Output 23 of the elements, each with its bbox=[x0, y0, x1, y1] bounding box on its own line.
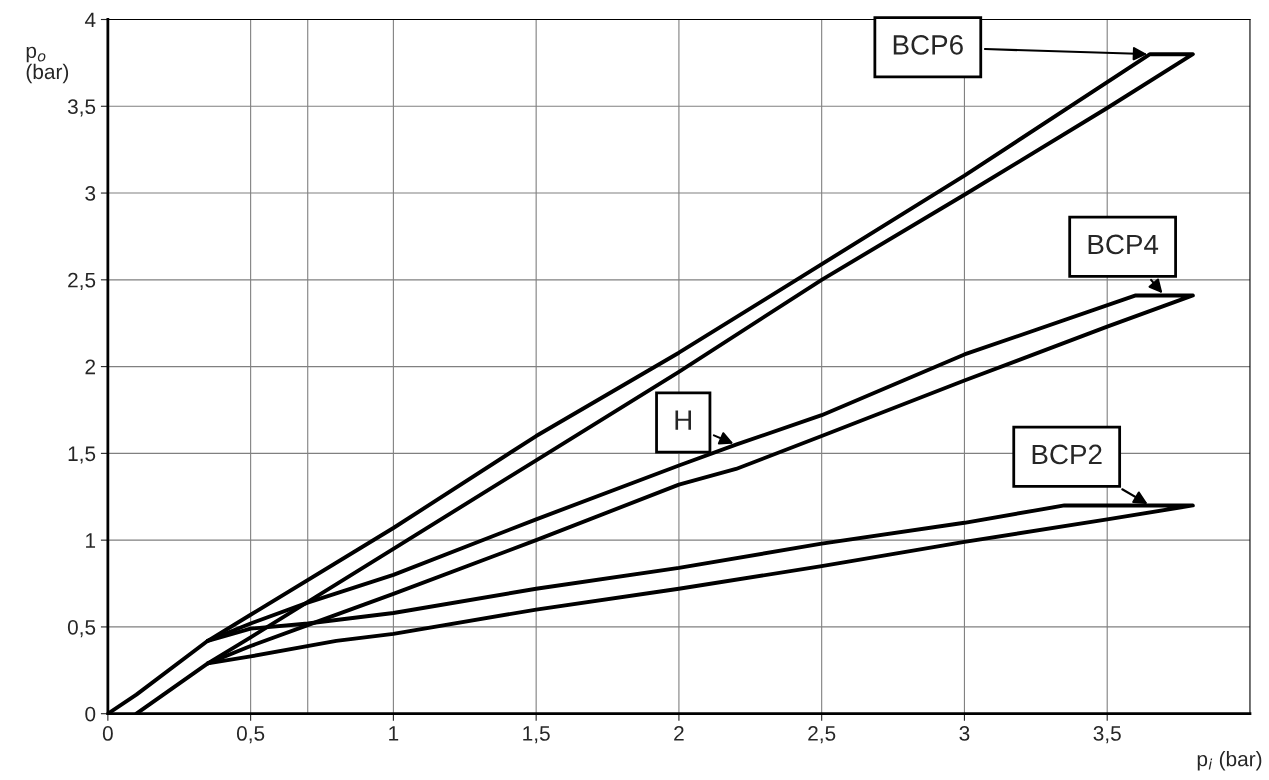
x-tick-label: 1 bbox=[389, 726, 399, 741]
y-tick-label: 0,5 bbox=[67, 619, 96, 638]
x-tick-label: 2 bbox=[674, 726, 684, 741]
x-tick-label: 3,5 bbox=[1093, 726, 1121, 744]
annotation: H bbox=[675, 410, 692, 430]
y-tick-label: 4 bbox=[84, 12, 96, 28]
annotation: BCP4 bbox=[1088, 234, 1159, 255]
y-axis-title: p$_{o}$ (bar) bbox=[26, 46, 69, 84]
y-tick-label: 3,5 bbox=[67, 99, 96, 117]
y-tick-label: 1 bbox=[86, 533, 96, 548]
y-tick-label: 0 bbox=[85, 706, 96, 722]
annotation: BCP6 bbox=[893, 35, 963, 55]
y-tick-label: 1,5 bbox=[68, 446, 96, 464]
x-tick-label: 2,5 bbox=[808, 726, 836, 744]
x-tick-label: 1,5 bbox=[523, 726, 550, 744]
y-tick-label: 2,5 bbox=[68, 272, 96, 291]
x-tick-label: 3 bbox=[959, 726, 970, 741]
x-axis-title: p$_{i}$ (bar) bbox=[1197, 751, 1262, 771]
x-tick-label: 0 bbox=[102, 726, 113, 741]
y-tick-label: 2 bbox=[85, 359, 96, 375]
y-tick-label: 3 bbox=[85, 186, 96, 201]
annotation: BCP2 bbox=[1032, 444, 1102, 465]
x-tick-label: 0,5 bbox=[236, 726, 265, 744]
